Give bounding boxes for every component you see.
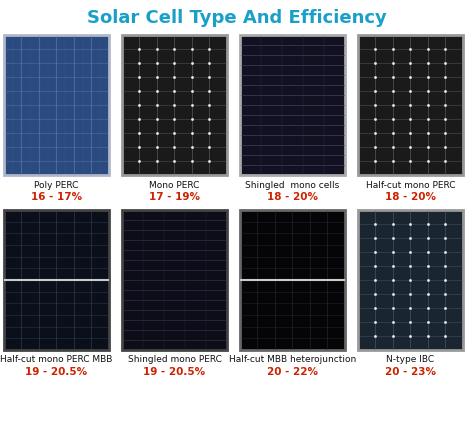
Text: 17 - 19%: 17 - 19% (149, 192, 200, 202)
Text: 19 - 20.5%: 19 - 20.5% (144, 367, 206, 377)
Bar (122, 35, 227, 175)
Bar (358, 35, 463, 175)
Text: Shingled  mono cells: Shingled mono cells (246, 181, 340, 190)
Bar (122, 210, 227, 350)
Text: 18 - 20%: 18 - 20% (267, 192, 318, 202)
Text: 20 - 23%: 20 - 23% (385, 367, 436, 377)
Text: Half-cut mono PERC: Half-cut mono PERC (366, 181, 455, 190)
Text: Shingled mono PERC: Shingled mono PERC (128, 355, 221, 365)
Bar (358, 210, 463, 350)
Text: Mono PERC: Mono PERC (149, 181, 200, 190)
Text: Half-cut mono PERC MBB: Half-cut mono PERC MBB (0, 355, 113, 365)
Bar (4, 35, 109, 175)
Text: Half-cut MBB heterojunction: Half-cut MBB heterojunction (229, 355, 356, 365)
Text: 20 - 22%: 20 - 22% (267, 367, 318, 377)
Text: 18 - 20%: 18 - 20% (385, 192, 436, 202)
Text: 19 - 20.5%: 19 - 20.5% (26, 367, 88, 377)
Bar (4, 210, 109, 350)
Bar (240, 210, 345, 350)
Bar (240, 35, 345, 175)
Text: Poly PERC: Poly PERC (34, 181, 79, 190)
Text: 16 - 17%: 16 - 17% (31, 192, 82, 202)
Text: N-type IBC: N-type IBC (386, 355, 435, 365)
Text: Solar Cell Type And Efficiency: Solar Cell Type And Efficiency (87, 9, 387, 27)
